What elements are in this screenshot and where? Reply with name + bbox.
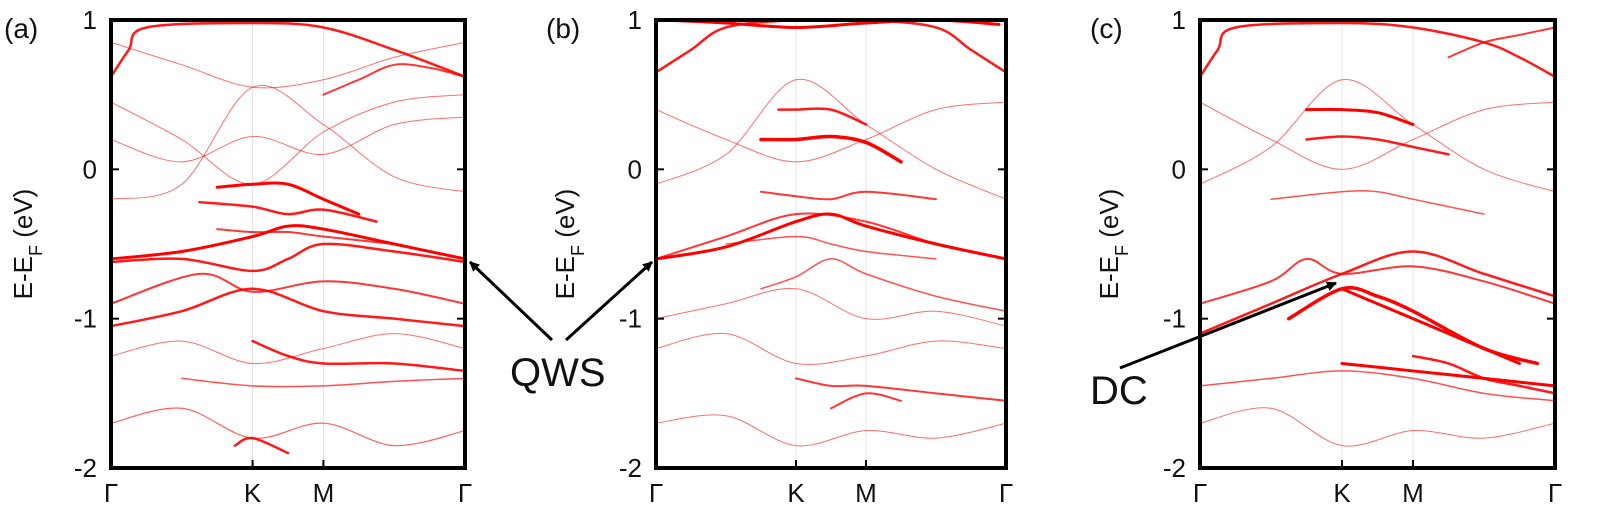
- band-line: [1200, 257, 1555, 305]
- y-tick-label: 0: [628, 154, 642, 184]
- x-tick-label: Γ: [1548, 478, 1562, 508]
- panel-label: (c): [1090, 13, 1123, 44]
- band-line: [759, 134, 903, 164]
- y-tick-label: -1: [74, 304, 97, 334]
- x-tick-label: Γ: [1193, 478, 1207, 508]
- band-line: [656, 212, 1006, 261]
- annotation-dc: DC: [1090, 281, 1337, 413]
- band-line: [1447, 26, 1555, 59]
- band-line: [111, 21, 465, 78]
- band-line: [656, 212, 1006, 260]
- y-axis-label: E-EF (eV): [550, 189, 588, 300]
- panel-2: 10-1-2Γ K M Γ(b)E-EF (eV): [546, 5, 1013, 508]
- band-line: [830, 392, 902, 410]
- x-tick-label: K: [787, 478, 805, 508]
- band-line: [111, 407, 465, 447]
- y-tick-label: -1: [619, 304, 642, 334]
- x-tick-label: M: [855, 478, 877, 508]
- band-line: [111, 333, 465, 364]
- bands: [1200, 21, 1555, 447]
- band-line: [656, 20, 1006, 74]
- band-line: [111, 287, 465, 328]
- band-line: [1200, 250, 1555, 335]
- y-tick-label: 1: [628, 5, 642, 35]
- plot-frame: [1198, 18, 1557, 470]
- band-line: [1411, 354, 1555, 395]
- band-line: [251, 339, 465, 373]
- band-line: [1200, 21, 1555, 78]
- band-line: [111, 94, 465, 185]
- band-line: [777, 107, 868, 126]
- band-line: [1340, 287, 1521, 365]
- band-line: [322, 63, 465, 96]
- band-line: [111, 116, 465, 163]
- x-tick-label: K: [1333, 478, 1351, 508]
- x-tick-label: Γ: [104, 478, 118, 508]
- band-line: [233, 436, 290, 455]
- y-tick-label: -2: [1163, 453, 1186, 483]
- y-tick-label: 0: [1172, 154, 1186, 184]
- x-tick-label: Γ: [649, 478, 663, 508]
- panel-label: (b): [546, 13, 580, 44]
- annotation-arrow: [564, 260, 654, 342]
- annotation-arrow: [468, 260, 554, 342]
- band-line: [1200, 79, 1555, 193]
- band-line: [1270, 190, 1485, 215]
- band-line: [760, 258, 1006, 312]
- band-line: [111, 84, 465, 200]
- band-line: [725, 235, 937, 260]
- band-line: [656, 287, 1006, 327]
- band-line: [795, 377, 1006, 402]
- band-line: [1200, 101, 1555, 170]
- x-tick-label: K: [244, 478, 262, 508]
- band-line: [111, 242, 465, 273]
- y-tick-label: 1: [83, 5, 97, 35]
- plot-frame: [654, 18, 1008, 470]
- band-line: [656, 414, 1006, 447]
- band-line: [1200, 407, 1555, 447]
- y-tick-label: 1: [1172, 5, 1186, 35]
- bands: [656, 20, 1006, 447]
- band-line: [656, 332, 1006, 365]
- annotation-qws: QWS: [468, 260, 654, 395]
- annotation-label: QWS: [510, 351, 606, 395]
- y-tick-label: 0: [83, 154, 97, 184]
- x-tick-label: M: [313, 478, 335, 508]
- y-axis-label: E-EF (eV): [1094, 189, 1132, 300]
- band-line: [111, 272, 465, 305]
- bands: [111, 21, 465, 455]
- band-line: [1340, 361, 1555, 388]
- band-line: [181, 377, 465, 388]
- y-tick-label: -2: [619, 453, 642, 483]
- band-line: [1305, 107, 1415, 127]
- band-line: [656, 78, 1006, 200]
- annotation-arrow: [1119, 281, 1337, 370]
- annotation-label: DC: [1090, 369, 1148, 413]
- band-line: [111, 41, 465, 89]
- y-axis-label: E-EF (eV): [8, 189, 46, 300]
- band-line: [198, 200, 378, 223]
- x-tick-label: M: [1402, 478, 1424, 508]
- band-line: [1200, 370, 1555, 402]
- band-line: [656, 101, 1006, 163]
- band-line: [216, 228, 396, 245]
- panel-3: 10-1-2Γ K M Γ(c)E-EF (eV): [1090, 5, 1562, 508]
- plot-frame: [109, 18, 467, 470]
- panel-1: 10-1-2Γ K M Γ(a)E-EF (eV): [4, 5, 472, 508]
- x-tick-label: Γ: [458, 478, 472, 508]
- band-line: [760, 190, 937, 201]
- y-tick-label: -1: [1163, 304, 1186, 334]
- band-line: [215, 181, 361, 216]
- panel-label: (a): [4, 13, 38, 44]
- x-tick-label: Γ: [999, 478, 1013, 508]
- y-tick-label: -2: [74, 453, 97, 483]
- band-line: [1305, 135, 1450, 156]
